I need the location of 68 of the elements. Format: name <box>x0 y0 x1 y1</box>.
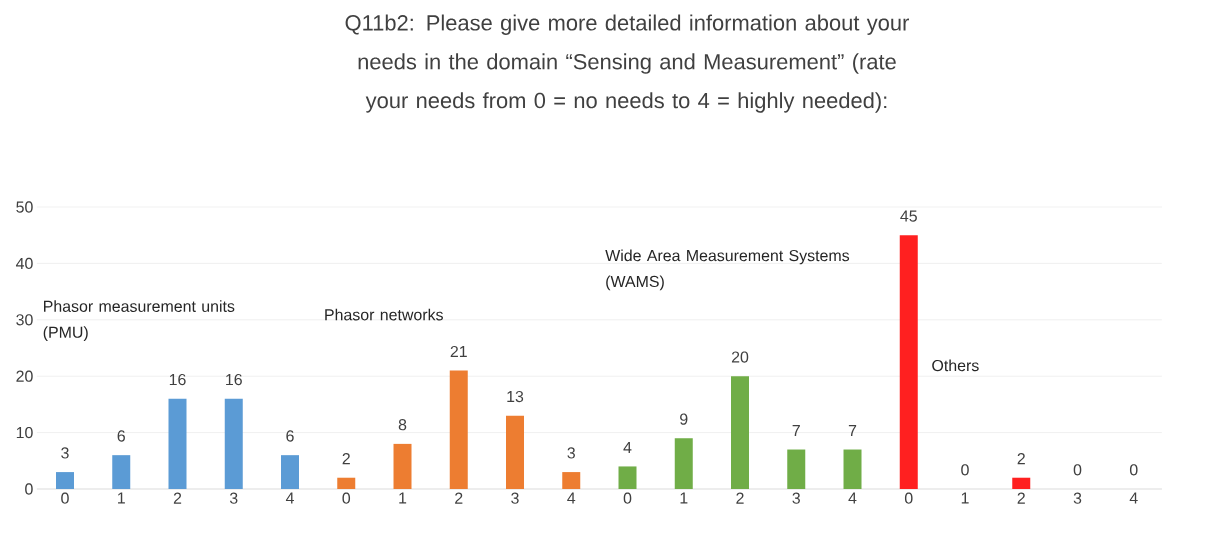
x-tick-label: 0 <box>623 492 632 504</box>
data-label: 6 <box>117 430 125 442</box>
x-tick-label: 2 <box>1017 492 1025 504</box>
x-tick-label: 0 <box>342 492 351 504</box>
annotation: Phasor measurement units (PMU) <box>43 300 235 342</box>
bar <box>112 455 131 489</box>
x-tick-label: 0 <box>904 492 913 504</box>
x-tick-label: 3 <box>229 492 238 504</box>
data-label: 8 <box>398 419 407 431</box>
data-label: 3 <box>567 447 575 459</box>
data-label: 9 <box>680 413 688 425</box>
data-label: 0 <box>1129 464 1138 476</box>
x-tick-label: 2 <box>736 492 744 504</box>
bar <box>449 370 468 489</box>
bar <box>56 472 74 489</box>
x-tick-label: 4 <box>567 492 576 504</box>
data-label: 0 <box>1073 464 1082 476</box>
bar <box>337 477 356 489</box>
x-tick-label: 1 <box>399 492 407 504</box>
bar <box>1012 477 1031 489</box>
data-label: 0 <box>961 464 969 476</box>
x-tick-label: 1 <box>118 492 125 504</box>
y-tick-label: 20 <box>16 370 33 382</box>
bar <box>731 376 749 489</box>
x-tick-label: 4 <box>1129 492 1138 504</box>
x-tick-label: 3 <box>1073 492 1082 504</box>
data-label: 4 <box>623 441 632 453</box>
data-label: 2 <box>1017 453 1025 465</box>
annotation: Others <box>932 359 979 372</box>
bar <box>224 398 243 489</box>
x-tick-label: 1 <box>680 492 688 504</box>
bar <box>618 466 637 489</box>
bar <box>674 438 693 489</box>
data-label: 45 <box>900 210 917 222</box>
bar <box>787 449 806 489</box>
data-label: 6 <box>286 430 294 442</box>
bar <box>281 455 299 489</box>
chart-title: Q11b2: Please give more detailed information about your needs in the domain “Sensing and Measurement” (rate your needs from 0 = no needs to 4 = highly needed): <box>345 14 909 113</box>
data-label: 7 <box>792 425 800 436</box>
data-label: 21 <box>450 345 467 358</box>
data-label: 2 <box>342 453 350 465</box>
data-label: 13 <box>507 390 524 403</box>
y-tick-label: 50 <box>16 201 33 213</box>
annotation: Phasor networks <box>325 308 443 321</box>
x-tick-label: 3 <box>792 492 800 504</box>
data-label: 20 <box>731 351 749 363</box>
x-tick-label: 1 <box>961 492 969 504</box>
y-tick-label: 30 <box>16 314 33 326</box>
bar <box>562 472 581 489</box>
bar <box>899 235 918 489</box>
x-tick-label: 3 <box>511 492 519 504</box>
y-tick-label: 40 <box>15 257 33 270</box>
annotation: Wide Area Measurement Systems (WAMS) <box>605 249 850 291</box>
x-tick-label: 4 <box>285 492 294 504</box>
x-tick-label: 2 <box>173 492 182 504</box>
y-tick-label: 10 <box>16 426 33 439</box>
x-tick-label: 0 <box>61 492 69 504</box>
y-tick-label: 0 <box>25 483 33 495</box>
data-label: 3 <box>61 447 69 459</box>
bar <box>506 415 524 489</box>
data-label: 16 <box>169 373 186 386</box>
data-label: 7 <box>848 425 857 436</box>
x-tick-label: 2 <box>455 492 463 504</box>
x-tick-label: 4 <box>848 492 857 504</box>
bar <box>843 449 862 489</box>
bar <box>168 398 187 489</box>
data-label: 16 <box>226 373 242 386</box>
bar <box>393 443 412 489</box>
